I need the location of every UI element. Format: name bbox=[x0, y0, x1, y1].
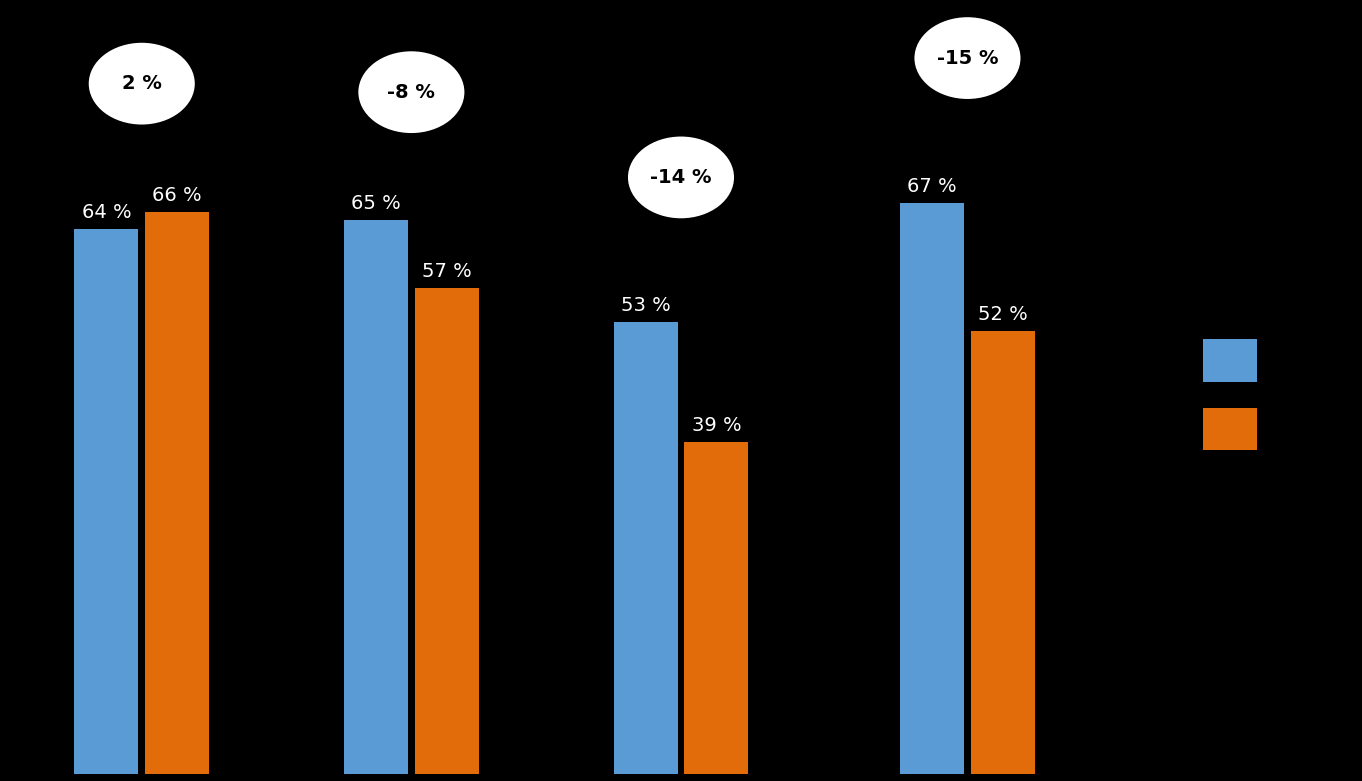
Bar bbox=[971, 331, 1035, 774]
Text: -14 %: -14 % bbox=[650, 168, 712, 187]
Text: 57 %: 57 % bbox=[422, 262, 471, 281]
Bar bbox=[1204, 340, 1257, 382]
Bar bbox=[75, 229, 139, 774]
Text: 67 %: 67 % bbox=[907, 177, 957, 196]
Text: -15 %: -15 % bbox=[937, 48, 998, 68]
Text: 65 %: 65 % bbox=[351, 194, 400, 213]
Ellipse shape bbox=[357, 49, 466, 135]
Text: 39 %: 39 % bbox=[692, 415, 741, 435]
Bar bbox=[684, 441, 748, 774]
Text: 66 %: 66 % bbox=[153, 186, 202, 205]
Bar bbox=[345, 220, 409, 774]
Text: 64 %: 64 % bbox=[82, 203, 131, 222]
Bar bbox=[614, 323, 678, 774]
Bar bbox=[900, 203, 964, 774]
Text: 53 %: 53 % bbox=[621, 297, 670, 316]
Bar bbox=[415, 288, 479, 774]
Ellipse shape bbox=[87, 41, 196, 127]
Ellipse shape bbox=[913, 16, 1023, 101]
Ellipse shape bbox=[627, 135, 735, 220]
Bar bbox=[146, 212, 210, 774]
Bar bbox=[1204, 408, 1257, 450]
Text: 52 %: 52 % bbox=[978, 305, 1028, 324]
Text: 2 %: 2 % bbox=[121, 74, 162, 93]
Text: -8 %: -8 % bbox=[387, 83, 436, 102]
